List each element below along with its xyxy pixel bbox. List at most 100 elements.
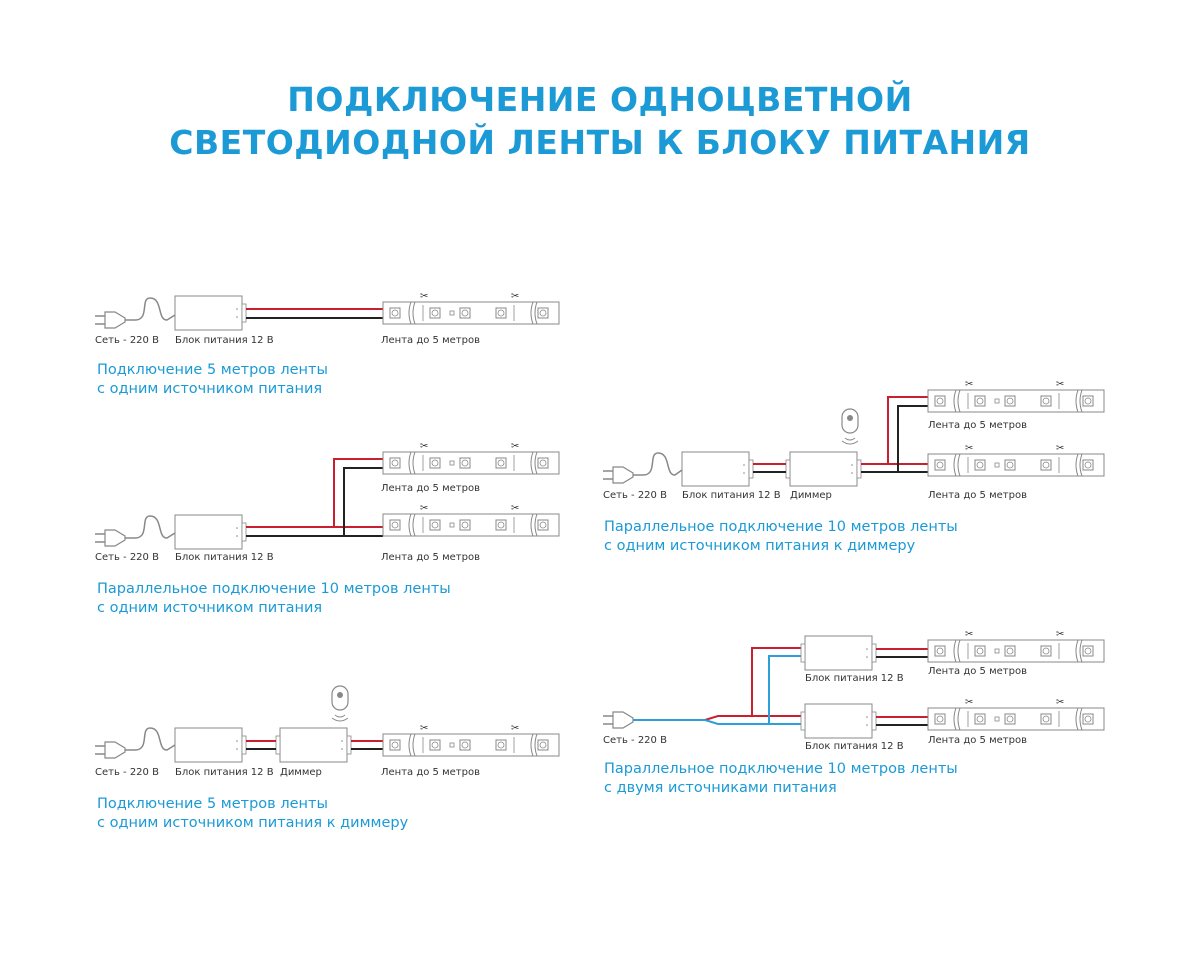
diagram-caption: Параллельное подключение 10 метров ленты…	[604, 518, 958, 556]
cut-line	[1079, 389, 1083, 413]
led-chip	[974, 395, 986, 407]
cut-line	[957, 707, 961, 731]
led-lens	[976, 647, 984, 655]
terminal-mark	[743, 472, 745, 474]
scissors-icon: ✂	[1056, 443, 1064, 454]
led-lens	[431, 459, 439, 467]
cut-line	[953, 639, 957, 663]
psu-label: Блок питания 12 В	[175, 552, 274, 563]
remote-control-icon	[331, 685, 349, 722]
scissors-icon: ✂	[1056, 629, 1064, 640]
led-chip	[495, 457, 507, 469]
led-lens	[976, 461, 984, 469]
led-lens	[431, 521, 439, 529]
led-chip	[1040, 459, 1052, 471]
signal-wave	[334, 714, 346, 718]
resistor	[994, 462, 1000, 468]
caption-line: с одним источником питания	[97, 600, 323, 616]
led-strip: ✂ ✂	[927, 443, 1105, 477]
led-chip	[1004, 645, 1016, 657]
output-terminal	[346, 735, 352, 755]
caption-line: с одним источником питания	[97, 381, 323, 397]
power-supply	[174, 727, 247, 763]
scissors-icon: ✂	[420, 291, 428, 302]
led-strip: ✂ ✂	[927, 697, 1105, 731]
power-supply	[681, 451, 754, 487]
caption-line: Параллельное подключение 10 метров ленты	[604, 761, 958, 777]
diagram-caption: Параллельное подключение 10 метров ленты…	[604, 760, 958, 798]
caption-line: с одним источником питания к диммеру	[97, 815, 409, 831]
led-lens	[431, 309, 439, 317]
led-lens	[1042, 397, 1050, 405]
power-supply	[800, 703, 877, 739]
cut-line	[957, 389, 961, 413]
power-supply-body	[681, 451, 750, 487]
cut-line	[1075, 453, 1079, 477]
diagram-caption: Подключение 5 метров ленты с одним источ…	[97, 795, 408, 833]
cut-line	[412, 301, 416, 325]
strip-label: Лента до 5 метров	[381, 767, 480, 778]
negative-wire-branch	[897, 405, 928, 472]
output-terminal	[856, 459, 862, 479]
led-lens	[461, 521, 469, 529]
led-lens	[1084, 461, 1092, 469]
scissors-icon: ✂	[511, 723, 519, 734]
strip-body	[382, 513, 560, 537]
led-chip	[389, 739, 401, 751]
resistor	[449, 742, 455, 748]
strip-label: Лента до 5 метров	[928, 490, 1027, 501]
led-lens	[461, 309, 469, 317]
strip-body	[382, 301, 560, 325]
cut-line	[1075, 389, 1079, 413]
led-lens	[1084, 647, 1092, 655]
led-chip	[389, 457, 401, 469]
led-lens	[431, 741, 439, 749]
terminal-mark	[236, 740, 238, 742]
led-lens	[497, 309, 505, 317]
resistor	[994, 648, 1000, 654]
led-chip	[934, 395, 946, 407]
power-supply-body	[174, 514, 243, 550]
led-chip	[1082, 459, 1094, 471]
plug-body	[104, 529, 126, 547]
caption-line: с двумя источниками питания	[604, 780, 837, 796]
resistor	[994, 716, 1000, 722]
led-chip	[389, 519, 401, 531]
cut-line	[953, 389, 957, 413]
led-strip: ✂ ✂	[382, 723, 560, 757]
caption-line: Подключение 5 метров ленты	[97, 362, 328, 378]
dimmer	[275, 727, 352, 763]
cut-line	[530, 733, 534, 757]
power-supply-body	[174, 295, 243, 331]
terminal-mark	[236, 316, 238, 318]
led-chip	[459, 457, 471, 469]
led-lens	[497, 521, 505, 529]
power-supply	[174, 295, 247, 331]
neutral-wire-branch	[768, 655, 805, 724]
caption-line: Подключение 5 метров ленты	[97, 796, 328, 812]
cut-line	[408, 451, 412, 475]
led-lens	[1042, 715, 1050, 723]
led-lens	[461, 741, 469, 749]
led-chip	[495, 519, 507, 531]
led-chip	[1004, 395, 1016, 407]
positive-wire-branch	[333, 458, 383, 527]
terminal-mark	[866, 648, 868, 650]
caption-line: Параллельное подключение 10 метров ленты	[604, 519, 958, 535]
strip-label: Лента до 5 метров	[928, 420, 1027, 431]
signal-wave	[331, 717, 349, 722]
positive-wire-branch	[887, 396, 928, 464]
resistor	[449, 460, 455, 466]
led-chip	[974, 713, 986, 725]
terminal-mark	[866, 724, 868, 726]
cut-line	[412, 513, 416, 537]
led-chip	[1082, 645, 1094, 657]
terminal-mark	[236, 535, 238, 537]
led-chip	[429, 307, 441, 319]
cut-line	[534, 301, 538, 325]
signal-wave	[841, 440, 859, 445]
led-lens	[539, 741, 547, 749]
dimmer-label: Диммер	[790, 490, 832, 501]
scissors-icon: ✂	[420, 503, 428, 514]
